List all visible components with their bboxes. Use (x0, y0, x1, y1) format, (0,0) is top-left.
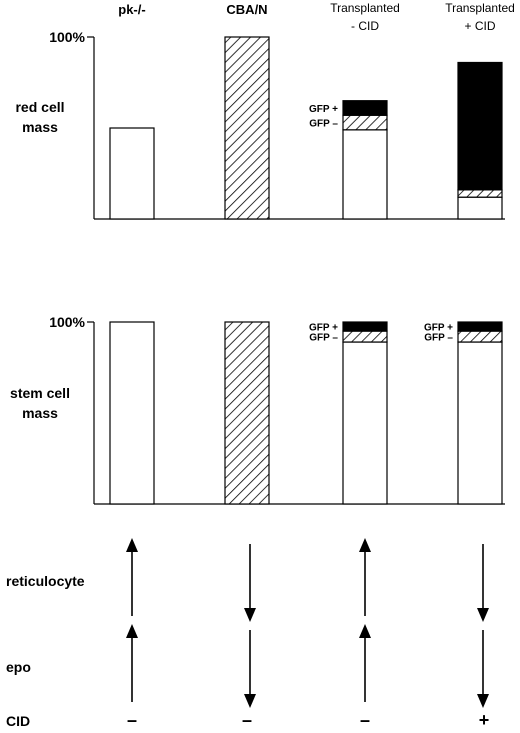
y-axis-label: mass (22, 119, 58, 135)
arrow-head-down (244, 694, 256, 708)
segment-label: GFP – (309, 333, 338, 344)
category-headers: pk-/- CBA/N Transplanted - CID Transplanted +… (118, 1, 515, 33)
segment-label: GFP – (424, 333, 453, 344)
category-header: Transplanted (445, 1, 515, 15)
arrow-head-down (477, 608, 489, 622)
arrow-head-up (126, 624, 138, 638)
arrow-head-up (359, 538, 371, 552)
segment-label: GFP – (309, 119, 338, 130)
category-header: Transplanted (330, 1, 400, 15)
y-axis-label: mass (22, 405, 58, 421)
category-header: CBA/N (226, 2, 267, 17)
bar-segment-gfp_neg (224, 321, 270, 505)
arrow-head-up (359, 624, 371, 638)
bar-segment-gfp_neg (342, 330, 388, 343)
bar-segment-gfp_pos (457, 321, 503, 332)
bar-segment-gfp_neg (457, 330, 503, 343)
cid-symbol: – (127, 710, 137, 730)
bar-segment-gfp_pos (457, 61, 503, 191)
bar-segment-host (342, 129, 388, 220)
cid-label: CID (6, 713, 30, 729)
cid-row: CID – – – + (6, 710, 489, 730)
category-header: pk-/- (118, 2, 145, 17)
bar-segment-gfp_pos (342, 321, 388, 332)
cid-symbol: – (360, 710, 370, 730)
segment-label: GFP + (309, 104, 338, 115)
cid-symbol: – (242, 710, 252, 730)
bar-segment-gfp_pos (342, 100, 388, 116)
bar-segment-gfp_neg (342, 114, 388, 131)
arrow-head-down (244, 608, 256, 622)
indicator-label: epo (6, 659, 31, 675)
category-header: + CID (464, 19, 495, 33)
cid-symbol: + (479, 710, 490, 730)
category-header: - CID (351, 19, 379, 33)
indicator-rows: reticulocyte epo (6, 538, 489, 708)
y-axis-label: stem cell (10, 385, 70, 401)
bar-segment-gfp_neg (224, 36, 270, 220)
bar-segment-host (109, 321, 155, 505)
y-axis-label: red cell (15, 99, 64, 115)
indicator-label: reticulocyte (6, 573, 85, 589)
chart-panel: 100% red cell mass GFP + GFP – (15, 29, 505, 220)
arrow-head-down (477, 694, 489, 708)
y-tick-label: 100% (49, 314, 85, 330)
bar-segment-host (342, 341, 388, 505)
bar-segment-gfp_neg (457, 189, 503, 198)
bar-segment-host (109, 127, 155, 220)
y-tick-label: 100% (49, 29, 85, 45)
bar-segment-host (457, 341, 503, 505)
arrow-head-up (126, 538, 138, 552)
segment-label: GFP + (309, 323, 338, 334)
segment-label: GFP + (424, 323, 453, 334)
bar-segment-host (457, 196, 503, 220)
